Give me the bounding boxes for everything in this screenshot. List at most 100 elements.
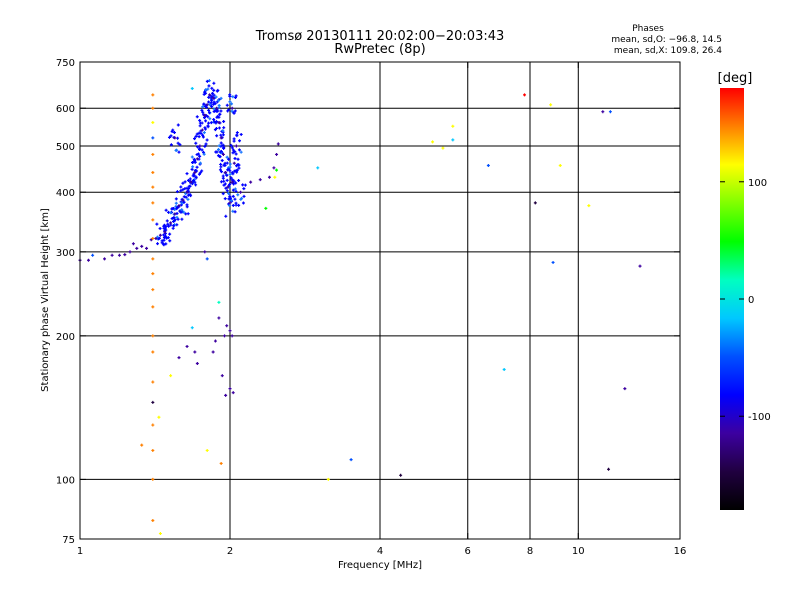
- echo-point: [225, 161, 229, 165]
- data-point: [158, 233, 162, 237]
- echo-point: [234, 201, 238, 205]
- colorbar-tick-label: 100: [748, 178, 767, 189]
- echo-point: [170, 217, 174, 221]
- echo-point: [225, 189, 229, 193]
- x-tick-label: 6: [465, 546, 471, 557]
- echo-point: [209, 121, 213, 125]
- echo-point: [164, 234, 168, 238]
- echo-point: [219, 170, 223, 174]
- echo-point: [242, 194, 246, 198]
- echo-point: [186, 178, 190, 182]
- echo-point: [195, 132, 199, 136]
- echo-point: [231, 148, 235, 152]
- echo-point: [235, 164, 239, 168]
- echo-point: [221, 174, 225, 178]
- data-point: [193, 350, 197, 354]
- data-point: [110, 253, 114, 257]
- data-point: [224, 393, 228, 397]
- echo-point: [190, 155, 194, 159]
- data-point: [190, 86, 194, 90]
- echo-point: [176, 123, 180, 127]
- data-point: [349, 458, 353, 462]
- echo-point: [215, 115, 219, 119]
- data-point: [601, 110, 605, 114]
- echo-point: [234, 94, 238, 98]
- data-point: [154, 236, 158, 240]
- data-point: [195, 157, 199, 161]
- echo-point: [231, 151, 235, 155]
- data-point: [486, 164, 490, 168]
- data-point: [273, 175, 277, 179]
- echo-point: [225, 103, 229, 107]
- echo-point: [162, 233, 166, 237]
- echo-point: [239, 132, 243, 136]
- data-point: [151, 400, 155, 404]
- echo-point: [234, 181, 238, 185]
- data-point: [217, 121, 221, 125]
- echo-point: [194, 183, 198, 187]
- colorbar-tick-label: -100: [748, 412, 771, 423]
- data-point: [151, 121, 155, 125]
- data-point: [326, 477, 330, 481]
- echo-point: [180, 208, 184, 212]
- echo-point: [172, 219, 176, 223]
- echo-point: [213, 102, 217, 106]
- colorbar-label: [deg]: [718, 71, 753, 86]
- echo-point: [198, 124, 202, 128]
- echo-point: [155, 222, 159, 226]
- echo-point: [202, 151, 206, 155]
- echo-point: [167, 135, 171, 139]
- echo-point: [232, 182, 236, 186]
- echo-point: [219, 162, 223, 166]
- y-tick-label: 600: [56, 104, 75, 115]
- data-point: [151, 477, 155, 481]
- echo-point: [198, 121, 202, 125]
- echo-point: [207, 100, 211, 104]
- echo-point: [227, 157, 231, 161]
- echo-point: [198, 154, 202, 158]
- echo-point: [219, 141, 223, 145]
- echo-point: [176, 141, 180, 145]
- echo-point: [219, 180, 223, 184]
- data-point: [211, 350, 215, 354]
- echo-point: [178, 143, 182, 147]
- echo-point: [223, 197, 227, 201]
- data-point: [158, 532, 162, 536]
- echo-point: [197, 152, 201, 156]
- y-tick-label: 75: [62, 535, 75, 546]
- data-point: [219, 136, 223, 140]
- echo-point: [182, 210, 186, 214]
- echo-point: [195, 115, 199, 119]
- echo-point: [190, 160, 194, 164]
- data-point: [276, 142, 280, 146]
- data-point: [151, 106, 155, 110]
- echo-point: [191, 165, 195, 169]
- echo-point: [206, 124, 210, 128]
- data-point: [195, 361, 199, 365]
- echo-point: [228, 172, 232, 176]
- echo-point: [201, 135, 205, 139]
- echo-point: [222, 126, 226, 130]
- data-point: [211, 96, 215, 100]
- echo-point: [229, 198, 233, 202]
- data-point: [234, 144, 238, 148]
- data-point: [230, 180, 234, 184]
- echo-point: [205, 105, 209, 109]
- data-point: [145, 246, 149, 250]
- echo-point: [233, 210, 237, 214]
- echo-point: [233, 96, 237, 100]
- echo-point: [217, 144, 221, 148]
- echo-point: [185, 172, 189, 176]
- echo-point: [212, 107, 216, 111]
- echo-point: [194, 176, 198, 180]
- echo-point: [192, 179, 196, 183]
- data-point: [135, 246, 139, 250]
- data-point: [203, 250, 207, 254]
- data-point: [103, 257, 107, 261]
- echo-point: [188, 184, 192, 188]
- data-point: [451, 124, 455, 128]
- echo-point: [241, 183, 245, 187]
- echo-point: [217, 126, 221, 130]
- echo-point: [207, 121, 211, 125]
- echo-point: [212, 117, 216, 121]
